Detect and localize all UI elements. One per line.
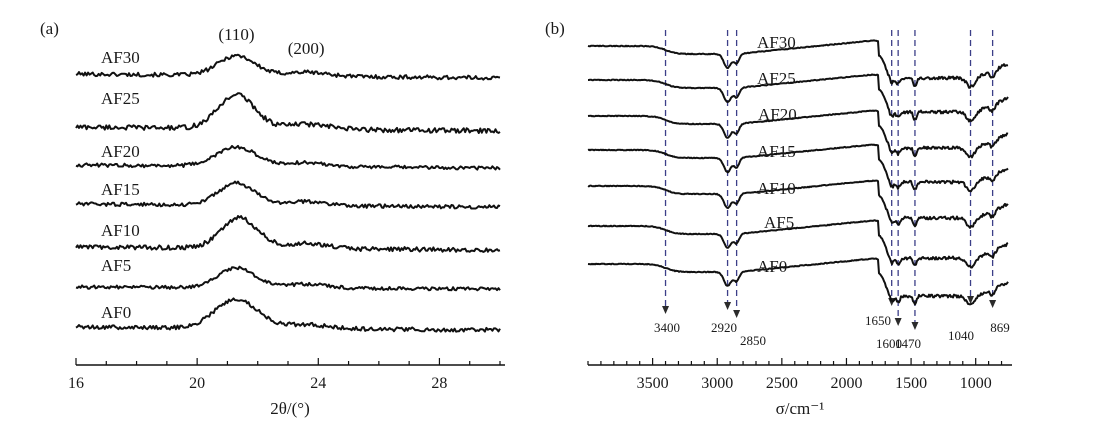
xrd-label-af5: AF5 [101,256,131,275]
ftir-tick-label-1500: 1500 [895,375,927,392]
xrd-curve-af0 [75,297,501,333]
ftir-guide-arrow-869 [989,300,997,308]
ftir-tick-label-3000: 3000 [701,375,733,392]
xrd-peak-labels: (110) (200) [218,25,324,58]
xrd-label-af25: AF25 [101,89,140,108]
ftir-guide-arrow-1040 [967,296,975,304]
ftir-curves [587,39,1009,306]
xrd-curve-af5 [75,265,501,292]
xrd-tick-label-24: 24 [310,375,326,392]
panel-a-label: (a) [40,19,59,38]
xrd-x-ticks: 16 20 24 28 [68,358,501,392]
ftir-tick-label-2000: 2000 [830,375,862,392]
ftir-label-af10: AF10 [757,179,796,198]
ftir-tick-label-1000: 1000 [960,375,992,392]
ftir-x-ticks: 3500 3000 2500 2000 1500 1000 [587,358,1003,392]
ftir-guide-arrow-3400 [662,306,670,314]
xrd-curve-af25 [75,92,501,134]
xrd-curve-af15 [75,180,501,210]
xrd-tick-label-20: 20 [189,375,205,392]
xrd-label-af30: AF30 [101,48,140,67]
xrd-curve-af10 [75,215,501,253]
ftir-curve-af15 [587,143,1009,193]
ftir-band-label-3400: 3400 [654,320,680,335]
ftir-guide-arrow-1600 [894,318,902,326]
ftir-tick-label-3500: 3500 [637,375,669,392]
ftir-label-af20: AF20 [758,105,797,124]
xrd-panel: (a) AF30 AF25 AF20 AF15 AF10 AF5 AF0 (110) (200… [40,19,505,418]
ftir-band-label-2850: 2850 [740,333,766,348]
xrd-tick-label-28: 28 [431,375,447,392]
xrd-curves [75,53,501,333]
ftir-curve-af5 [587,219,1009,269]
xrd-peak-label-1: (200) [288,39,325,58]
ftir-curve-af10 [587,179,1009,229]
ftir-label-af5: AF5 [764,213,794,232]
ftir-band-label-1650: 1650 [865,313,891,328]
ftir-curve-af30 [587,39,1009,89]
ftir-band-label-869: 869 [990,320,1010,335]
xrd-tick-label-16: 16 [68,375,84,392]
ftir-band-label-1040: 1040 [948,328,974,343]
ftir-band-label-1470: 1470 [895,336,921,351]
ftir-label-af15: AF15 [757,142,796,161]
xrd-label-af15: AF15 [101,180,140,199]
xrd-label-af10: AF10 [101,221,140,240]
ftir-curve-af0 [587,257,1009,306]
ftir-band-label-2920: 2920 [711,320,737,335]
ftir-band-guides [662,30,997,330]
ftir-label-af30: AF30 [757,33,796,52]
xrd-curve-af30 [75,53,501,81]
ftir-label-af0: AF0 [757,257,787,276]
xrd-label-af20: AF20 [101,142,140,161]
ftir-x-axis-title: σ/cm⁻¹ [776,399,825,418]
xrd-label-af0: AF0 [101,303,131,322]
panel-b-label: (b) [545,19,565,38]
ftir-guide-arrow-2850 [733,310,741,318]
xrd-series-labels: AF30 AF25 AF20 AF15 AF10 AF5 AF0 [101,48,140,322]
xrd-x-axis-title: 2θ/(°) [270,399,310,418]
ftir-label-af25: AF25 [757,69,796,88]
ftir-guide-arrow-1470 [911,322,919,330]
ftir-curve-af25 [588,73,1009,123]
xrd-curve-af20 [75,144,501,171]
ftir-series-labels: AF30 AF25 AF20 AF15 AF10 AF5 AF0 [757,33,797,276]
ftir-band-label-1600: 1600 [876,336,902,351]
xrd-peak-label-0: (110) [218,25,254,44]
ftir-guide-arrow-2920 [724,302,732,310]
ftir-tick-label-2500: 2500 [766,375,798,392]
ftir-curve-af20 [587,109,1009,159]
